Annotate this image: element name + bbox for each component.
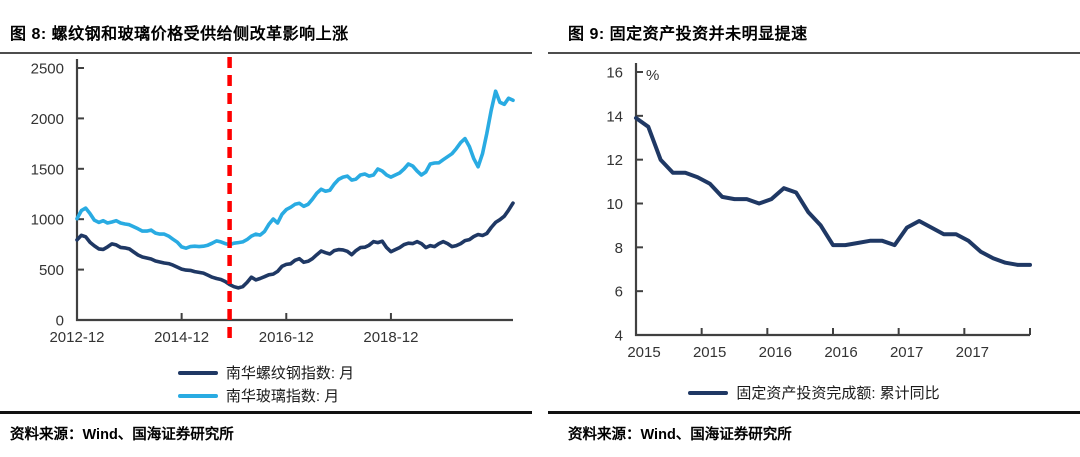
legend-item-glass: 南华玻璃指数: 月 — [177, 384, 340, 407]
figure-9-panel: 图 9: 固定资产投资并未明显提速 4 6 8 10 12 14 16 2015 2015 201… — [548, 0, 1080, 457]
legend-item-rebar: 南华螺纹钢指数: 月 — [177, 361, 355, 384]
figure-9-legend: 固定资产投资完成额: 累计同比 — [548, 381, 1080, 404]
figure-9-source: 资料来源：Wind、国海证券研究所 — [568, 427, 792, 443]
fixed-asset-investment-chart: 4 6 8 10 12 14 16 2015 2015 2016 2016 2017 2017% — [606, 63, 1032, 361]
svg-text:0: 0 — [56, 313, 64, 330]
rebar-legend-label: 南华螺纹钢指数: 月 — [225, 365, 355, 382]
svg-text:2018-12: 2018-12 — [363, 329, 418, 346]
svg-text:2015: 2015 — [627, 344, 660, 361]
figure-8-legend: 南华螺纹钢指数: 月 南华玻璃指数: 月 — [0, 361, 532, 407]
svg-text:8: 8 — [615, 240, 623, 257]
figure-9-title: 图 9: 固定资产投资并未明显提速 — [568, 26, 808, 43]
svg-text:16: 16 — [606, 65, 623, 82]
svg-text:14: 14 — [606, 108, 623, 125]
figure-8-title: 图 8: 螺纹钢和玻璃价格受供给侧改革影响上涨 — [10, 26, 349, 43]
svg-text:2500: 2500 — [31, 61, 64, 78]
svg-text:2016-12: 2016-12 — [259, 329, 314, 346]
svg-text:2000: 2000 — [31, 111, 64, 128]
svg-text:2017: 2017 — [890, 344, 923, 361]
svg-text:1500: 1500 — [31, 161, 64, 178]
legend-item-fai: 固定资产投资完成额: 累计同比 — [688, 381, 940, 404]
fai-legend-label: 固定资产投资完成额: 累计同比 — [736, 385, 940, 402]
svg-text:1000: 1000 — [31, 212, 64, 229]
svg-text:2017: 2017 — [956, 344, 989, 361]
figure-9-title-divider — [548, 52, 1080, 54]
figure-8-source: 资料来源：Wind、国海证券研究所 — [10, 427, 234, 443]
fai-line-swatch — [688, 390, 729, 395]
glass-line-swatch — [177, 393, 218, 398]
svg-text:4: 4 — [615, 328, 623, 345]
series-line-0 — [634, 116, 1032, 267]
series-line-0 — [75, 201, 515, 290]
series-line-1 — [75, 89, 515, 250]
rebar-line-swatch — [177, 370, 218, 375]
y-unit-label: % — [646, 67, 659, 84]
svg-text:10: 10 — [606, 196, 623, 213]
svg-text:6: 6 — [615, 284, 623, 301]
glass-legend-label: 南华玻璃指数: 月 — [225, 388, 340, 405]
figure-9-bottom-divider — [548, 411, 1080, 414]
svg-text:2012-12: 2012-12 — [49, 329, 104, 346]
svg-text:2014-12: 2014-12 — [154, 329, 209, 346]
svg-text:12: 12 — [606, 152, 623, 169]
figure-8-bottom-divider — [0, 411, 532, 414]
svg-text:2016: 2016 — [759, 344, 792, 361]
svg-text:2016: 2016 — [824, 344, 857, 361]
figure-8-title-divider — [0, 52, 532, 54]
svg-text:2015: 2015 — [693, 344, 726, 361]
figure-8-panel: 图 8: 螺纹钢和玻璃价格受供给侧改革影响上涨 0 500 1000 1500 2000… — [0, 0, 532, 457]
svg-text:500: 500 — [39, 262, 64, 279]
rebar-glass-price-chart: 0 500 1000 1500 2000 2500 2012-12 2014-12 2016-1… — [31, 57, 515, 346]
